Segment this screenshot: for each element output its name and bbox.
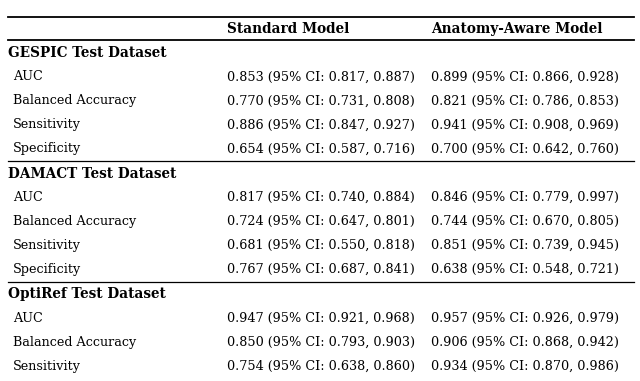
Text: 0.846 (95% CI: 0.779, 0.997): 0.846 (95% CI: 0.779, 0.997): [431, 191, 619, 204]
Text: Sensitivity: Sensitivity: [13, 239, 81, 252]
Text: 0.767 (95% CI: 0.687, 0.841): 0.767 (95% CI: 0.687, 0.841): [227, 263, 415, 276]
Text: 0.851 (95% CI: 0.739, 0.945): 0.851 (95% CI: 0.739, 0.945): [431, 239, 619, 252]
Text: AUC: AUC: [13, 191, 42, 204]
Text: Balanced Accuracy: Balanced Accuracy: [13, 215, 136, 228]
Text: Specificity: Specificity: [13, 142, 81, 155]
Text: AUC: AUC: [13, 312, 42, 325]
Text: 0.817 (95% CI: 0.740, 0.884): 0.817 (95% CI: 0.740, 0.884): [227, 191, 415, 204]
Text: 0.638 (95% CI: 0.548, 0.721): 0.638 (95% CI: 0.548, 0.721): [431, 263, 619, 276]
Text: 0.941 (95% CI: 0.908, 0.969): 0.941 (95% CI: 0.908, 0.969): [431, 118, 619, 131]
Text: GESPIC Test Dataset: GESPIC Test Dataset: [8, 46, 166, 60]
Text: 0.724 (95% CI: 0.647, 0.801): 0.724 (95% CI: 0.647, 0.801): [227, 215, 415, 228]
Text: DAMACT Test Dataset: DAMACT Test Dataset: [8, 166, 176, 181]
Text: 0.654 (95% CI: 0.587, 0.716): 0.654 (95% CI: 0.587, 0.716): [227, 142, 415, 155]
Text: 0.681 (95% CI: 0.550, 0.818): 0.681 (95% CI: 0.550, 0.818): [227, 239, 415, 252]
Text: 0.906 (95% CI: 0.868, 0.942): 0.906 (95% CI: 0.868, 0.942): [431, 336, 619, 349]
Text: 0.853 (95% CI: 0.817, 0.887): 0.853 (95% CI: 0.817, 0.887): [227, 70, 415, 83]
Text: Anatomy-Aware Model: Anatomy-Aware Model: [431, 22, 602, 35]
Text: 0.947 (95% CI: 0.921, 0.968): 0.947 (95% CI: 0.921, 0.968): [227, 312, 415, 325]
Text: 0.770 (95% CI: 0.731, 0.808): 0.770 (95% CI: 0.731, 0.808): [227, 94, 415, 107]
Text: 0.934 (95% CI: 0.870, 0.986): 0.934 (95% CI: 0.870, 0.986): [431, 360, 619, 373]
Text: 0.957 (95% CI: 0.926, 0.979): 0.957 (95% CI: 0.926, 0.979): [431, 312, 619, 325]
Text: Sensitivity: Sensitivity: [13, 118, 81, 131]
Text: Balanced Accuracy: Balanced Accuracy: [13, 94, 136, 107]
Text: OptiRef Test Dataset: OptiRef Test Dataset: [8, 287, 166, 301]
Text: AUC: AUC: [13, 70, 42, 83]
Text: 0.700 (95% CI: 0.642, 0.760): 0.700 (95% CI: 0.642, 0.760): [431, 142, 619, 155]
Text: 0.744 (95% CI: 0.670, 0.805): 0.744 (95% CI: 0.670, 0.805): [431, 215, 619, 228]
Text: 0.754 (95% CI: 0.638, 0.860): 0.754 (95% CI: 0.638, 0.860): [227, 360, 415, 373]
Text: Specificity: Specificity: [13, 263, 81, 276]
Text: 0.821 (95% CI: 0.786, 0.853): 0.821 (95% CI: 0.786, 0.853): [431, 94, 619, 107]
Text: Standard Model: Standard Model: [227, 22, 349, 35]
Text: 0.899 (95% CI: 0.866, 0.928): 0.899 (95% CI: 0.866, 0.928): [431, 70, 619, 83]
Text: 0.886 (95% CI: 0.847, 0.927): 0.886 (95% CI: 0.847, 0.927): [227, 118, 415, 131]
Text: Balanced Accuracy: Balanced Accuracy: [13, 336, 136, 349]
Text: 0.850 (95% CI: 0.793, 0.903): 0.850 (95% CI: 0.793, 0.903): [227, 336, 415, 349]
Text: Sensitivity: Sensitivity: [13, 360, 81, 373]
